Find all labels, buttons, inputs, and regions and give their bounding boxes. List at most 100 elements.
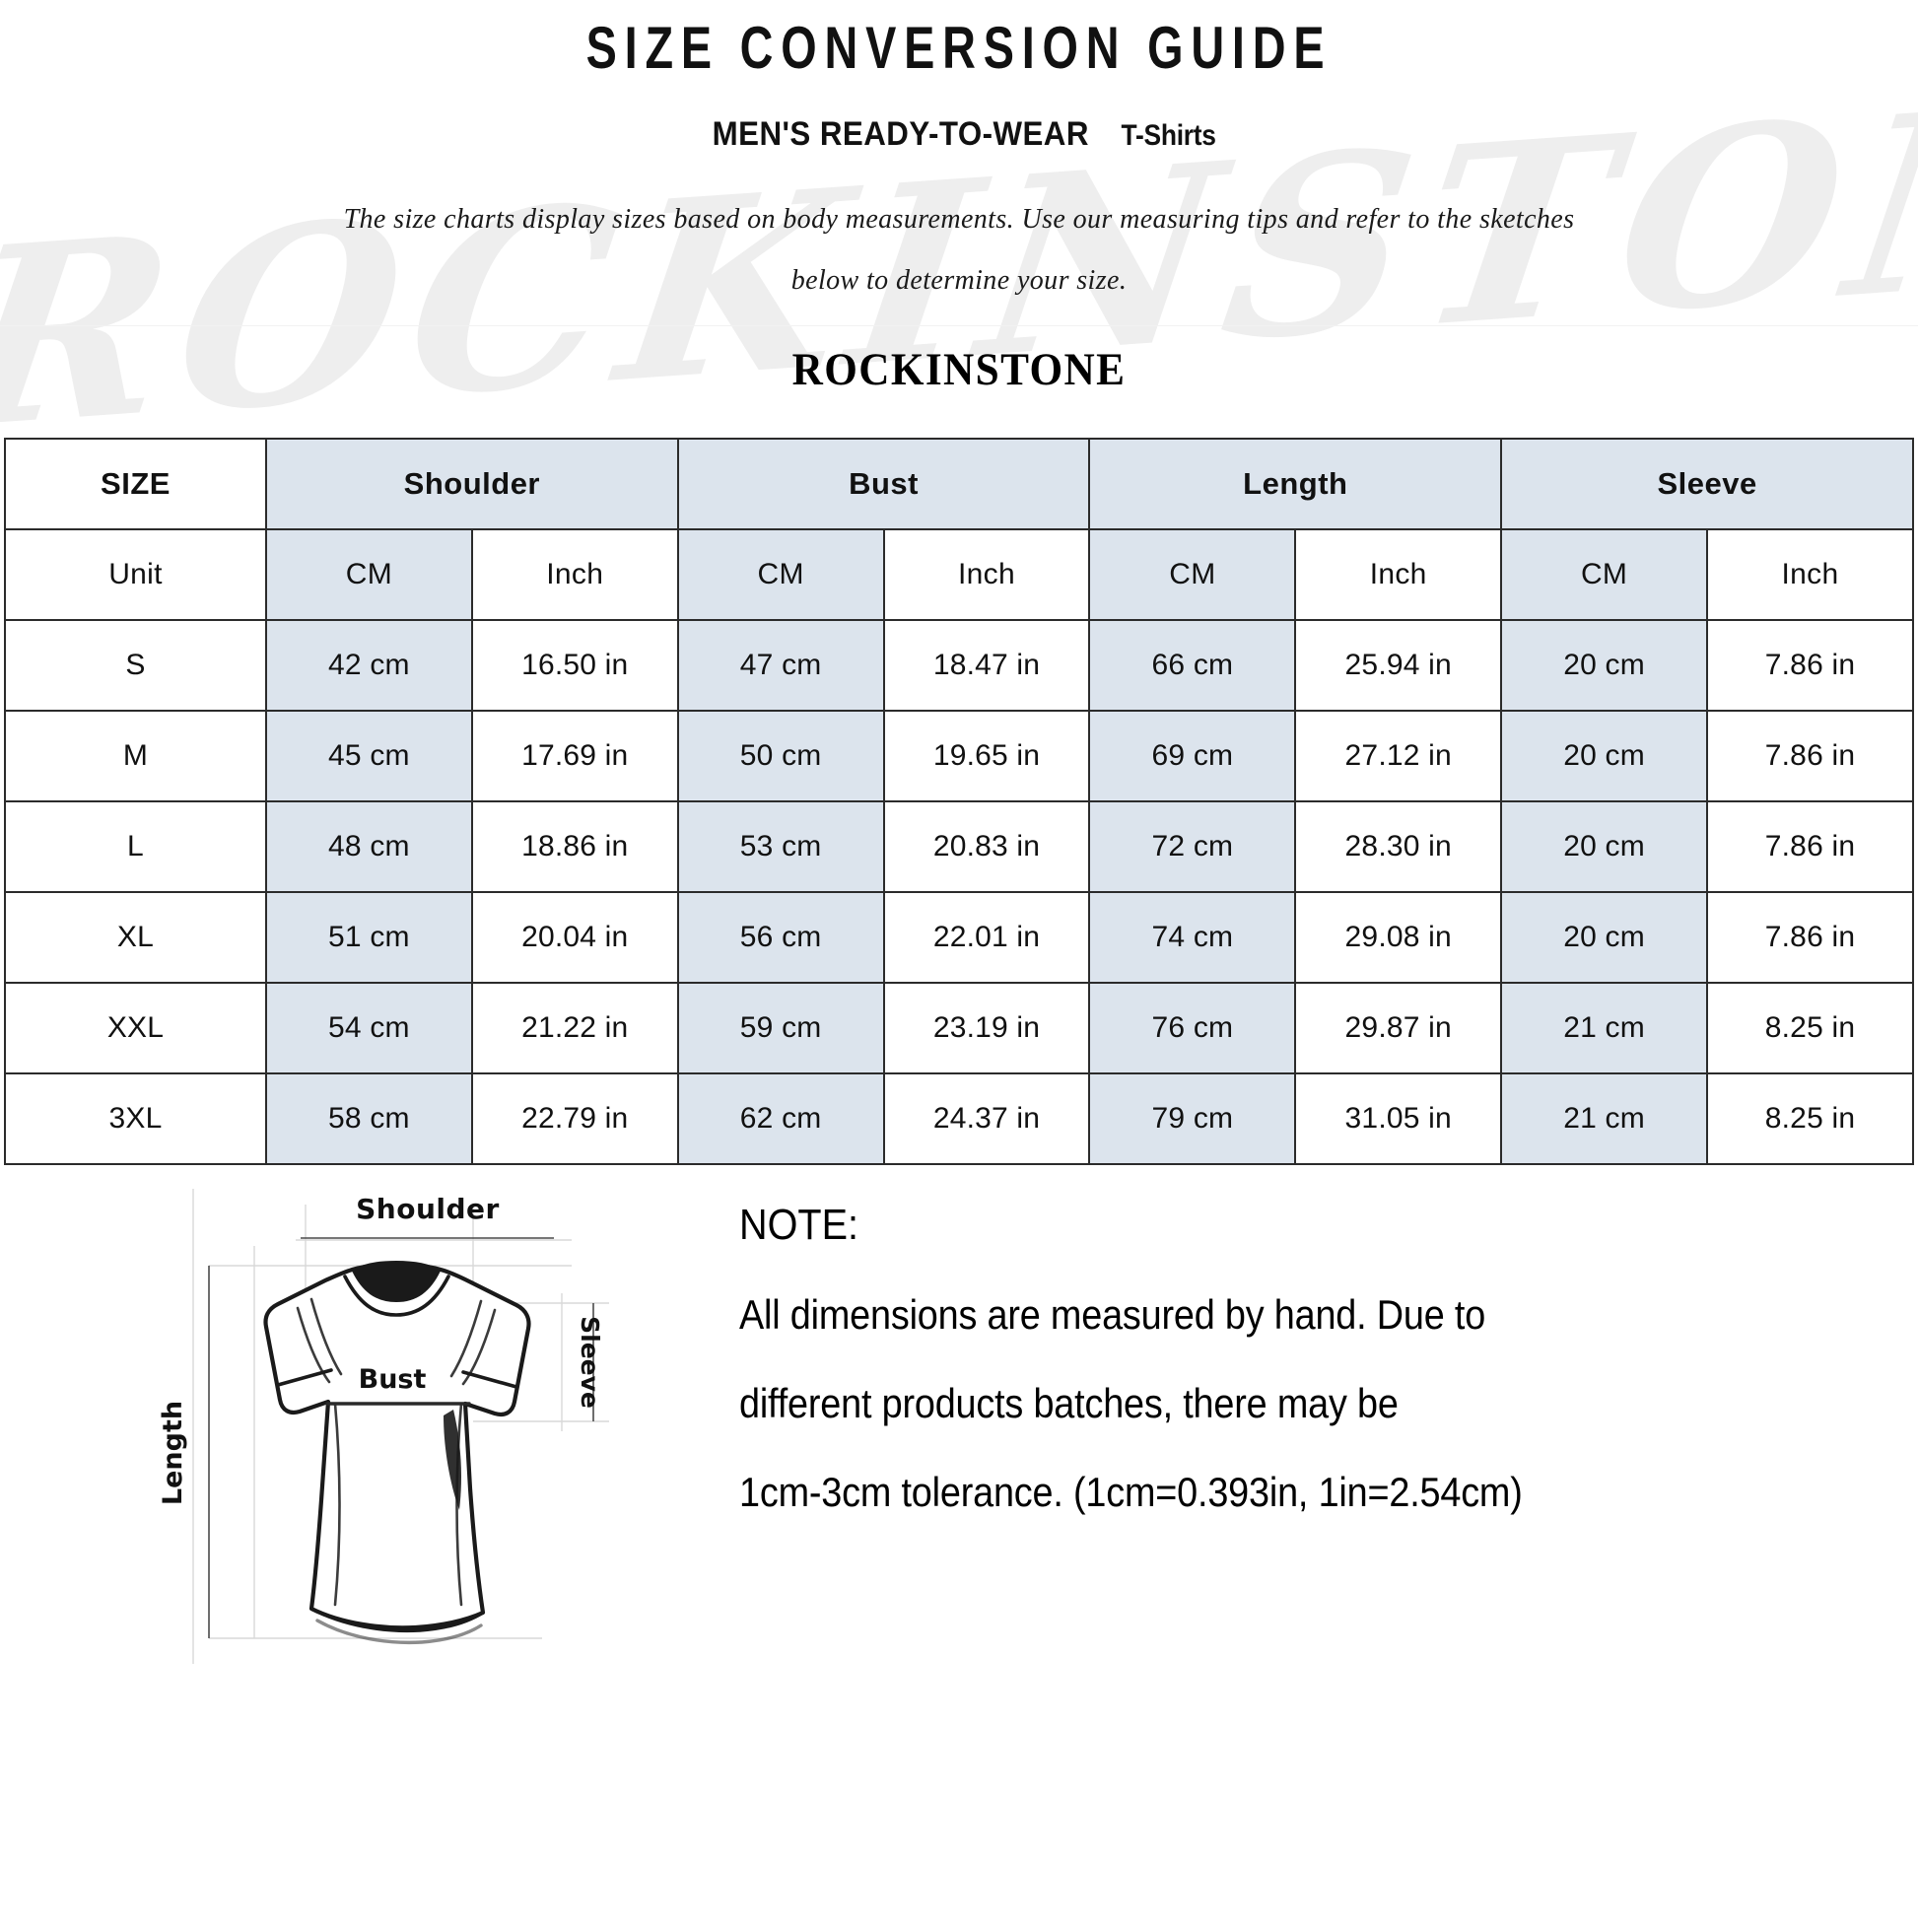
cell-sleeve-inch: 8.25 in [1706, 982, 1914, 1074]
cell-shoulder-inch: 16.50 in [470, 619, 679, 712]
table-row: XXL 54 cm 21.22 in 59 cm 23.19 in 76 cm … [4, 982, 1914, 1074]
cell-bust-inch: 19.65 in [882, 710, 1091, 802]
table-row: L 48 cm 18.86 in 53 cm 20.83 in 72 cm 28… [4, 800, 1914, 893]
description-line-2: below to determine your size. [790, 265, 1128, 296]
cell-length-inch: 27.12 in [1294, 710, 1503, 802]
cell-length-inch: 25.94 in [1294, 619, 1503, 712]
subtitle-category: MEN'S READY-TO-WEAR [712, 115, 1089, 153]
note-title: NOTE: [739, 1201, 859, 1249]
cell-bust-inch: 20.83 in [882, 800, 1091, 893]
cell-shoulder-inch: 20.04 in [470, 891, 679, 984]
cell-size: S [4, 619, 267, 712]
tshirt-measurement-diagram: Shoulder Bust Length Sleeve [148, 1175, 611, 1678]
table-row: M 45 cm 17.69 in 50 cm 19.65 in 69 cm 27… [4, 710, 1914, 802]
table-group-header-row: SIZE Shoulder Bust Length Sleeve [4, 438, 1914, 530]
cell-length-cm: 79 cm [1088, 1072, 1297, 1165]
cell-bust-inch: 23.19 in [882, 982, 1091, 1074]
cell-sleeve-inch: 8.25 in [1706, 1072, 1914, 1165]
cell-bust-inch: 22.01 in [882, 891, 1091, 984]
unit-cell-shoulder-cm: CM [264, 528, 473, 621]
cell-sleeve-cm: 21 cm [1500, 1072, 1709, 1165]
header-cell-sleeve: Sleeve [1500, 438, 1914, 530]
size-table-wrapper: SIZE Shoulder Bust Length Sleeve Unit CM… [0, 438, 1918, 1165]
page-content: SIZE CONVERSION GUIDE MEN'S READY-TO-WEA… [0, 14, 1918, 1688]
cell-bust-cm: 47 cm [676, 619, 885, 712]
page-title: SIZE CONVERSION GUIDE [585, 15, 1333, 81]
svg-text:Shoulder: Shoulder [356, 1193, 500, 1225]
cell-sleeve-cm: 20 cm [1500, 619, 1709, 712]
cell-sleeve-cm: 20 cm [1500, 710, 1709, 802]
cell-sleeve-cm: 20 cm [1500, 800, 1709, 893]
cell-shoulder-inch: 17.69 in [470, 710, 679, 802]
cell-shoulder-inch: 18.86 in [470, 800, 679, 893]
header-cell-length: Length [1088, 438, 1503, 530]
cell-length-inch: 28.30 in [1294, 800, 1503, 893]
cell-shoulder-cm: 42 cm [264, 619, 473, 712]
table-row: S 42 cm 16.50 in 47 cm 18.47 in 66 cm 25… [4, 619, 1914, 712]
note-line-3: 1cm-3cm tolerance. (1cm=0.393in, 1in=2.5… [739, 1469, 1523, 1515]
table-row: 3XL 58 cm 22.79 in 62 cm 24.37 in 79 cm … [4, 1072, 1914, 1165]
cell-length-inch: 29.08 in [1294, 891, 1503, 984]
note-line-1: All dimensions are measured by hand. Due… [739, 1291, 1486, 1338]
cell-shoulder-cm: 58 cm [264, 1072, 473, 1165]
header-cell-bust: Bust [676, 438, 1091, 530]
cell-length-cm: 69 cm [1088, 710, 1297, 802]
table-unit-row: Unit CM Inch CM Inch CM Inch CM Inch [4, 528, 1914, 621]
unit-cell-sleeve-inch: Inch [1706, 528, 1914, 621]
cell-bust-cm: 62 cm [676, 1072, 885, 1165]
unit-cell-sleeve-cm: CM [1500, 528, 1709, 621]
cell-sleeve-inch: 7.86 in [1706, 800, 1914, 893]
cell-sleeve-cm: 20 cm [1500, 891, 1709, 984]
cell-bust-cm: 50 cm [676, 710, 885, 802]
cell-sleeve-inch: 7.86 in [1706, 619, 1914, 712]
unit-cell-shoulder-inch: Inch [470, 528, 679, 621]
cell-size: 3XL [4, 1072, 267, 1165]
watermark-rule [0, 325, 1918, 326]
svg-text:Sleeve: Sleeve [576, 1316, 604, 1409]
cell-length-cm: 74 cm [1088, 891, 1297, 984]
description-block: The size charts display sizes based on b… [0, 189, 1918, 311]
description-line-1: The size charts display sizes based on b… [343, 204, 1575, 235]
brand-name: ROCKINSTONE [791, 344, 1127, 395]
unit-cell-bust-cm: CM [676, 528, 885, 621]
cell-shoulder-cm: 51 cm [264, 891, 473, 984]
cell-size: XL [4, 891, 267, 984]
cell-size: M [4, 710, 267, 802]
cell-length-inch: 31.05 in [1294, 1072, 1503, 1165]
unit-cell-length-cm: CM [1088, 528, 1297, 621]
header-cell-size: SIZE [4, 438, 267, 530]
cell-sleeve-inch: 7.86 in [1706, 891, 1914, 984]
cell-bust-inch: 18.47 in [882, 619, 1091, 712]
cell-sleeve-inch: 7.86 in [1706, 710, 1914, 802]
size-table: SIZE Shoulder Bust Length Sleeve Unit CM… [4, 438, 1914, 1165]
svg-text:Length: Length [158, 1401, 188, 1505]
svg-text:Bust: Bust [359, 1364, 427, 1395]
cell-bust-cm: 56 cm [676, 891, 885, 984]
cell-length-cm: 72 cm [1088, 800, 1297, 893]
cell-shoulder-inch: 22.79 in [470, 1072, 679, 1165]
cell-size: L [4, 800, 267, 893]
unit-cell-label: Unit [4, 528, 267, 621]
size-chart-page: ROCKINSTONE SIZE CONVERSION GUIDE MEN'S … [0, 14, 1918, 1932]
cell-sleeve-cm: 21 cm [1500, 982, 1709, 1074]
cell-shoulder-inch: 21.22 in [470, 982, 679, 1074]
cell-shoulder-cm: 45 cm [264, 710, 473, 802]
cell-shoulder-cm: 48 cm [264, 800, 473, 893]
note-block: NOTE: All dimensions are measured by han… [739, 1201, 1902, 1516]
note-line-2: different products batches, there may be [739, 1380, 1399, 1426]
cell-length-cm: 66 cm [1088, 619, 1297, 712]
header-cell-shoulder: Shoulder [264, 438, 679, 530]
table-row: XL 51 cm 20.04 in 56 cm 22.01 in 74 cm 2… [4, 891, 1914, 984]
bottom-section: Shoulder Bust Length Sleeve NOTE: All di… [0, 1175, 1918, 1688]
subtitle-product: T-Shirts [1121, 119, 1216, 152]
cell-bust-cm: 59 cm [676, 982, 885, 1074]
cell-length-inch: 29.87 in [1294, 982, 1503, 1074]
unit-cell-length-inch: Inch [1294, 528, 1503, 621]
cell-shoulder-cm: 54 cm [264, 982, 473, 1074]
cell-bust-cm: 53 cm [676, 800, 885, 893]
unit-cell-bust-inch: Inch [882, 528, 1091, 621]
page-subtitle: MEN'S READY-TO-WEAR T-Shirts [0, 115, 1918, 154]
cell-size: XXL [4, 982, 267, 1074]
cell-bust-inch: 24.37 in [882, 1072, 1091, 1165]
cell-length-cm: 76 cm [1088, 982, 1297, 1074]
